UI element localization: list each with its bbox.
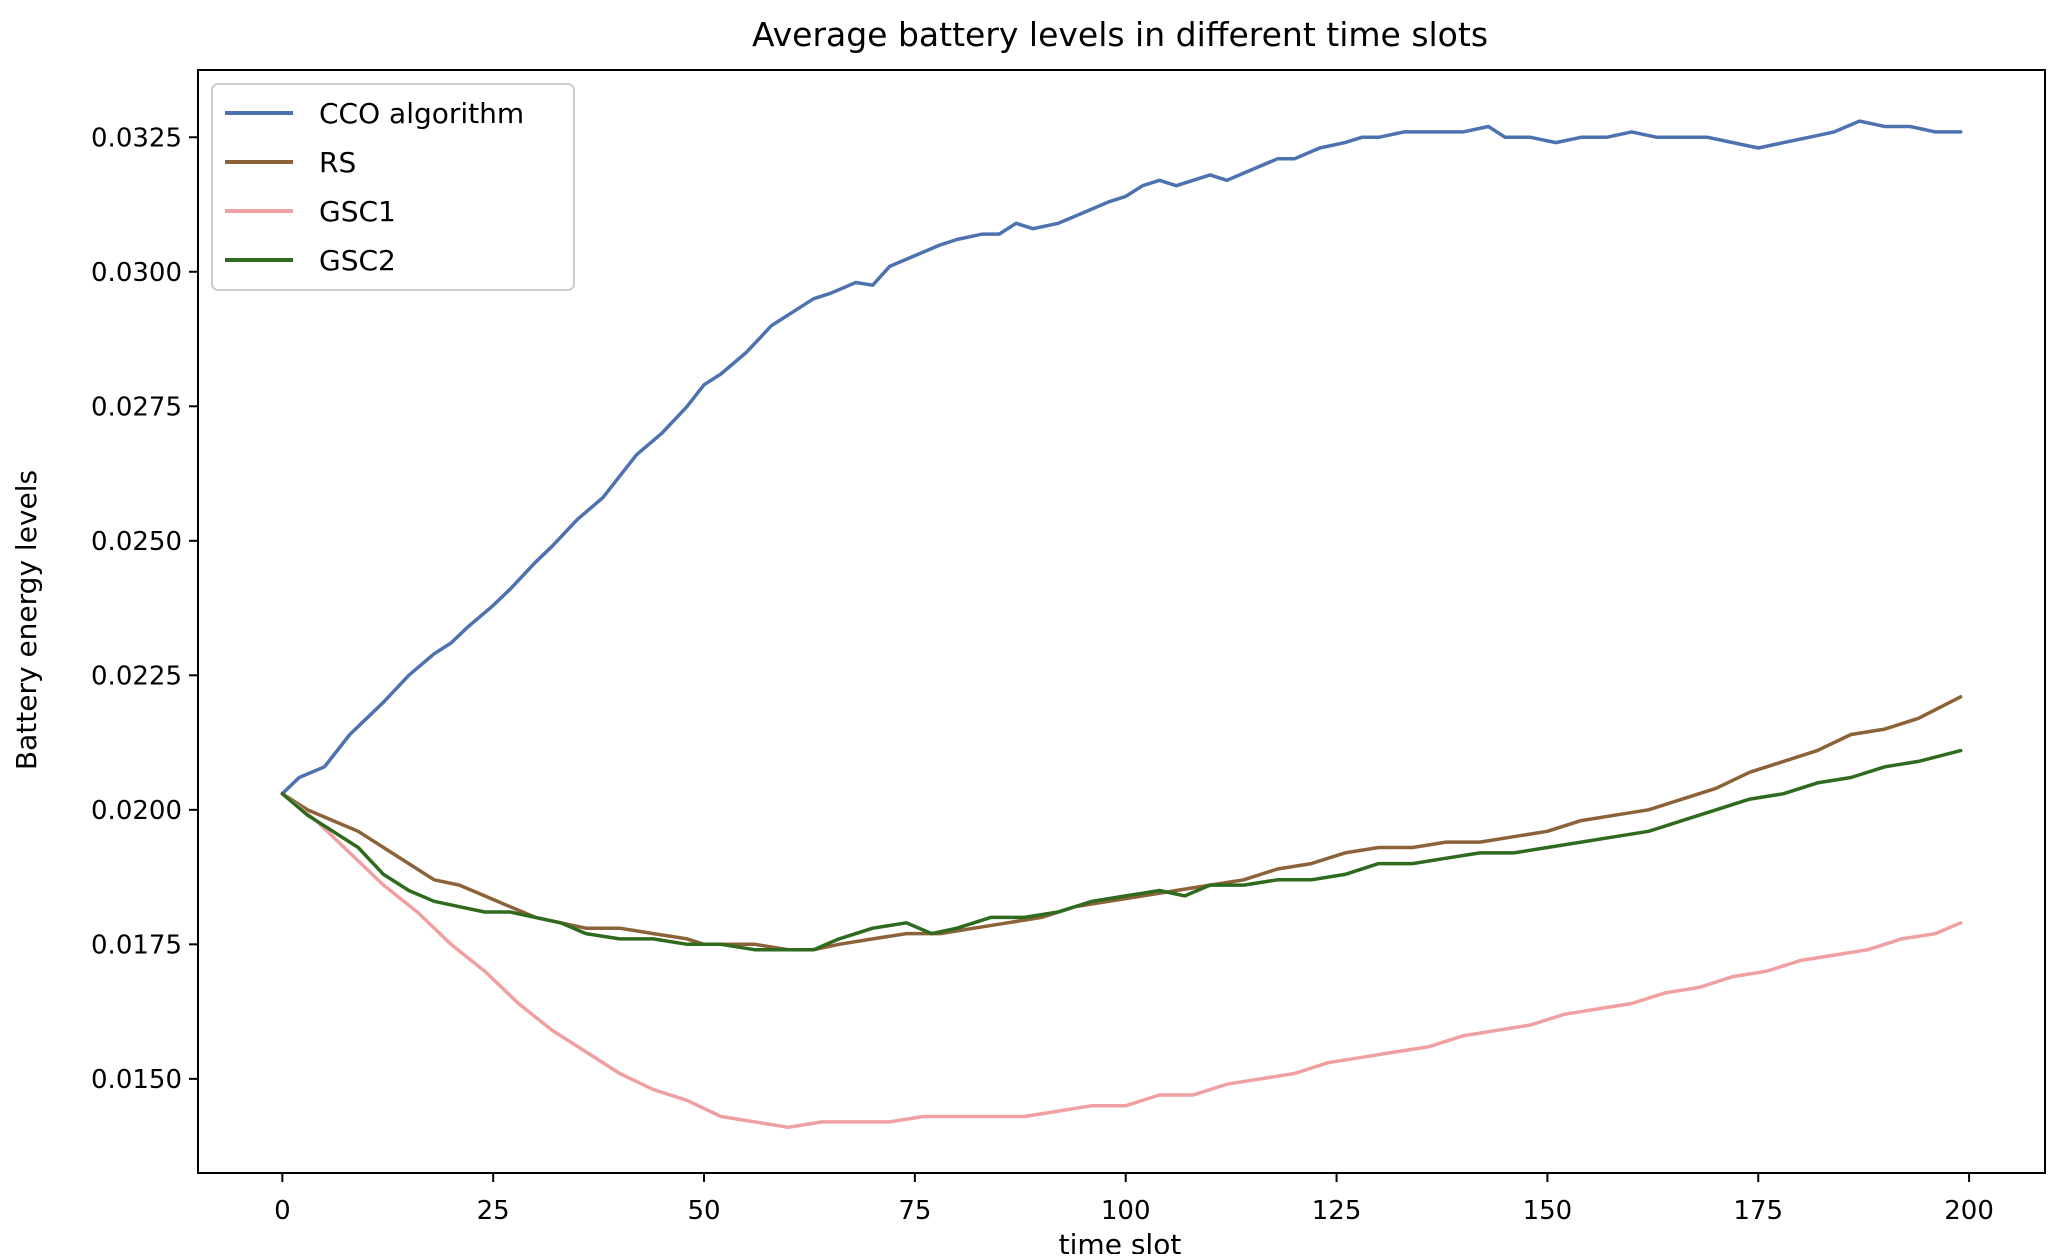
y-tick-label: 0.0325 [91, 123, 182, 153]
chart-title: Average battery levels in different time… [752, 15, 1488, 54]
legend-box [211, 83, 575, 291]
y-tick-label: 0.0150 [91, 1065, 182, 1095]
y-tick-label: 0.0200 [91, 796, 182, 826]
x-tick-label: 150 [1523, 1196, 1573, 1226]
y-tick-label: 0.0225 [91, 661, 182, 691]
x-tick-label: 25 [477, 1196, 510, 1226]
x-axis-label: time slot [1059, 1228, 1182, 1254]
x-tick-label: 50 [687, 1196, 720, 1226]
x-tick-label: 75 [898, 1196, 931, 1226]
x-tick-label: 175 [1733, 1196, 1783, 1226]
legend-label-3: GSC2 [319, 244, 396, 277]
legend-label-2: GSC1 [319, 195, 396, 228]
series-line-3 [280, 748, 1963, 952]
y-axis-label: Battery energy levels [10, 470, 43, 770]
x-tick-label: 200 [1944, 1196, 1994, 1226]
plot-lines [280, 119, 1963, 1130]
y-tick-label: 0.0175 [91, 930, 182, 960]
x-axis-ticks: 0 25 50 75 100 125 150 175 200 [274, 1173, 1994, 1226]
series-line-1 [280, 695, 1963, 952]
x-tick-label: 100 [1101, 1196, 1151, 1226]
legend-label-1: RS [319, 146, 356, 179]
y-tick-label: 0.0250 [91, 527, 182, 557]
y-axis-ticks: 0.0150 0.0175 0.0200 0.0225 0.0250 0.0275 0.03… [91, 123, 198, 1095]
legend: CCO algorithm RS GSC1 GSC2 [211, 83, 575, 291]
series-line-0 [280, 119, 1963, 796]
legend-label-0: CCO algorithm [319, 97, 524, 130]
y-tick-label: 0.0300 [91, 258, 182, 288]
x-tick-label: 125 [1312, 1196, 1362, 1226]
series-line-2 [280, 791, 1963, 1130]
x-tick-label: 0 [274, 1196, 291, 1226]
plot-frame [197, 69, 2046, 1174]
y-tick-label: 0.0275 [91, 392, 182, 422]
